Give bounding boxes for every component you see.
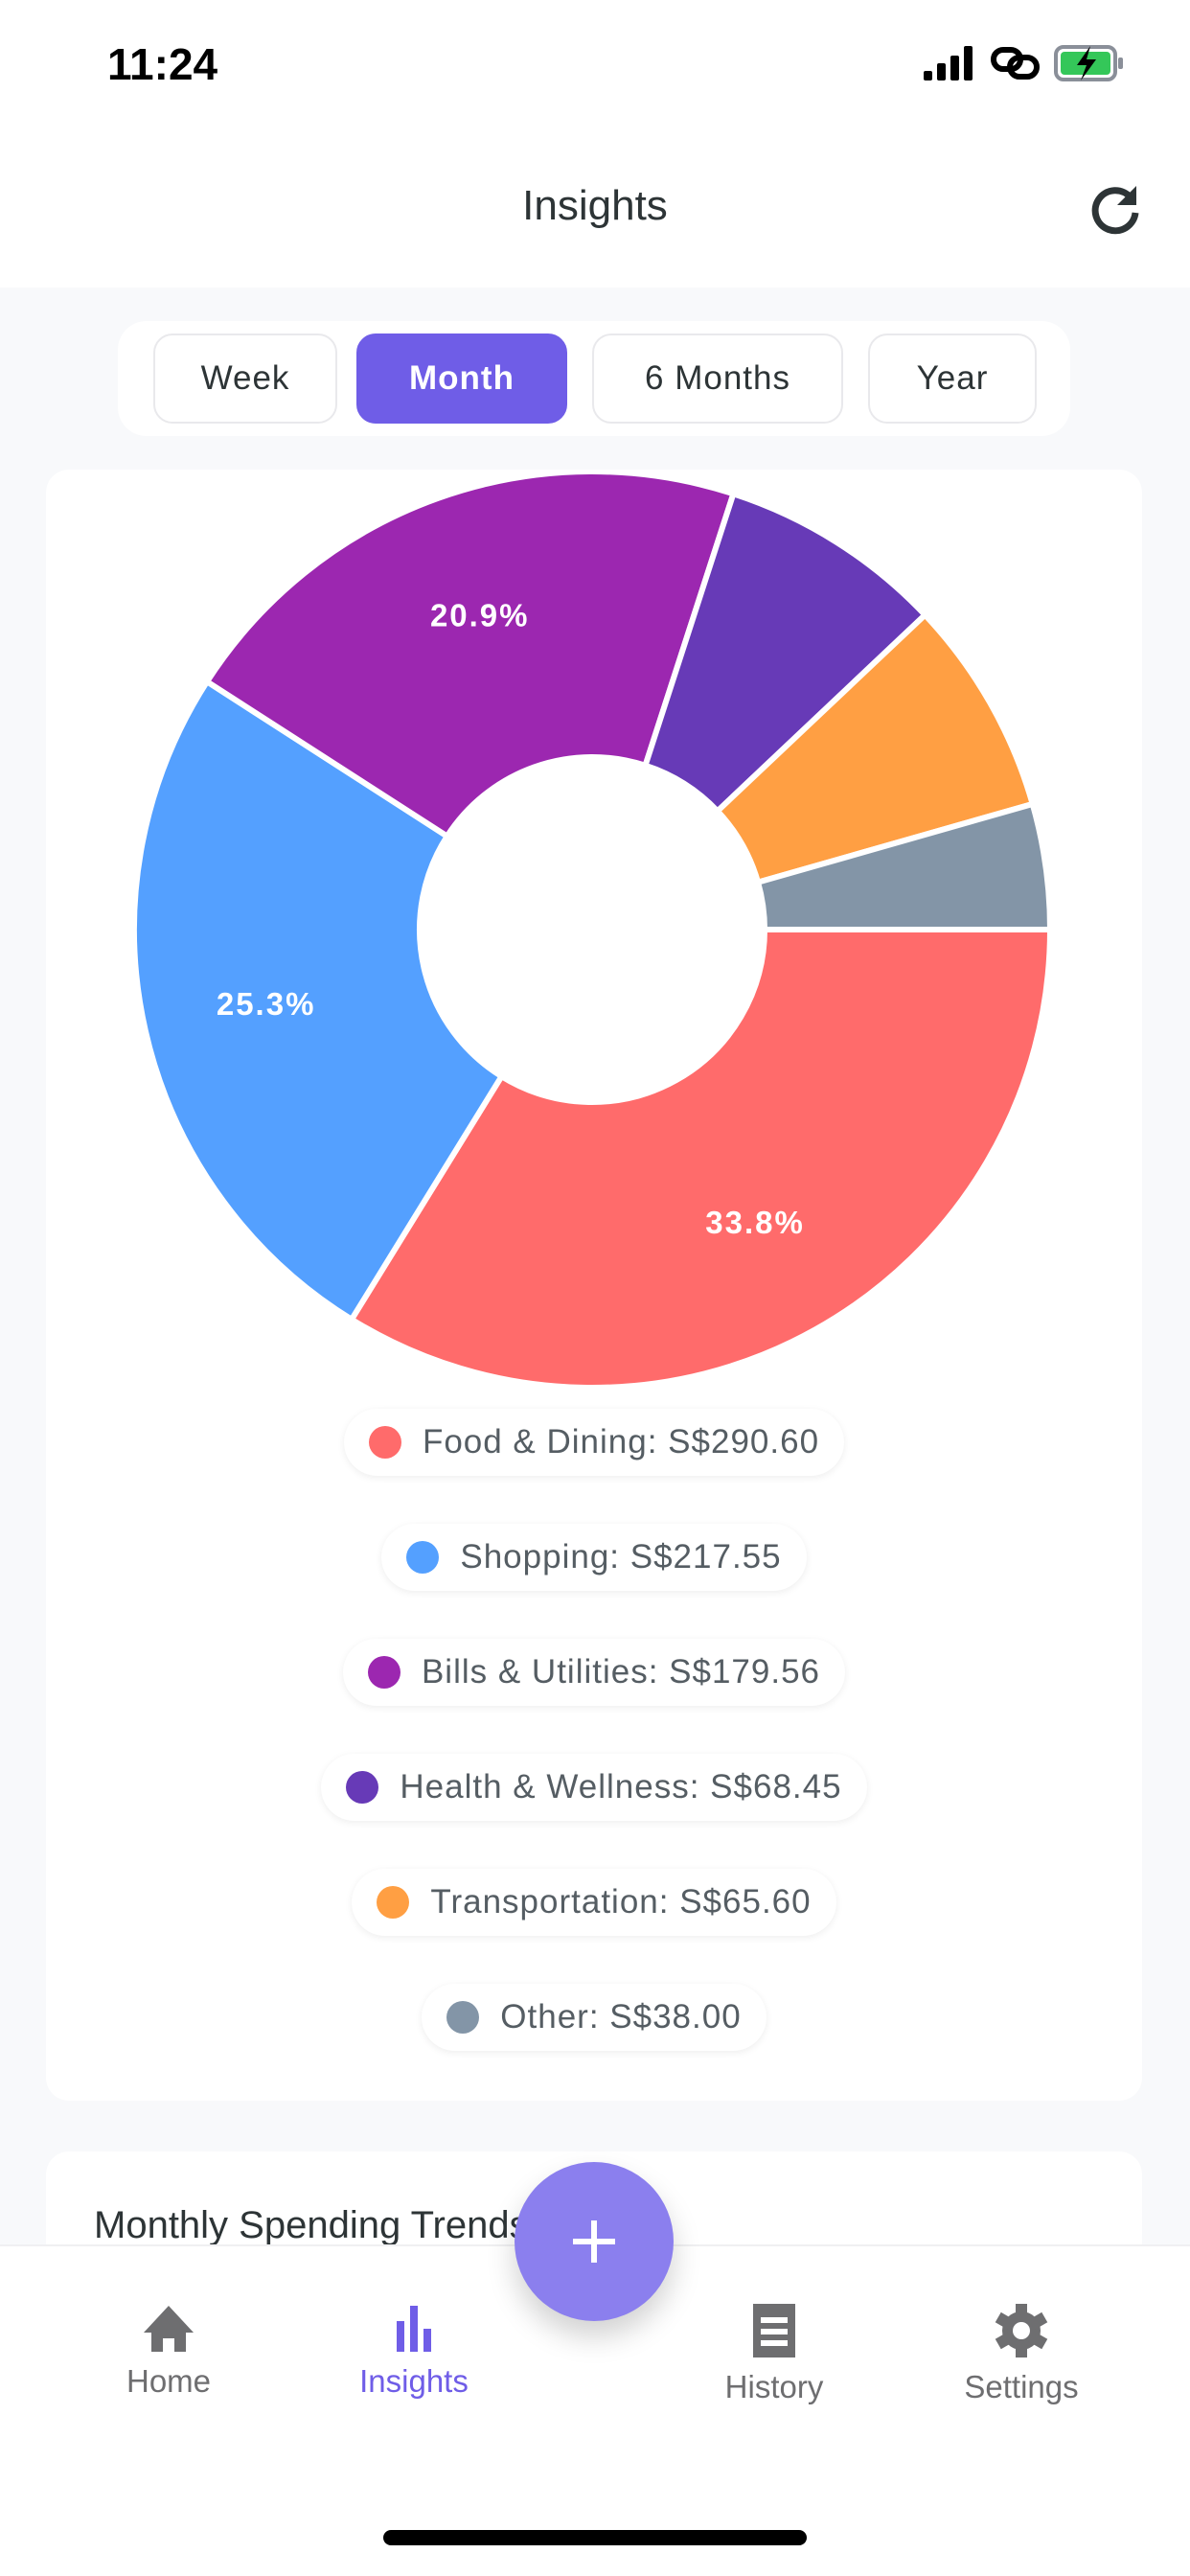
legend-pill: Health & Wellness: S$68.45: [321, 1754, 867, 1821]
legend-label: Other: S$38.00: [500, 1998, 742, 2036]
status-time: 11:24: [107, 39, 218, 89]
status-bar: 11:24: [0, 0, 1190, 144]
battery-charging-icon: [1054, 45, 1123, 81]
tab-label: Year: [916, 359, 989, 397]
legend-label: Bills & Utilities: S$179.56: [421, 1653, 821, 1690]
pie-slice[interactable]: [347, 927, 1054, 1390]
legend-color-dot: [406, 1541, 440, 1574]
slice-percent-label: 25.3%: [217, 986, 316, 1022]
legend-item: Health & Wellness: S$68.45: [46, 1754, 1142, 1821]
bar-chart-icon: [397, 2306, 431, 2352]
legend-color-dot: [368, 1426, 401, 1459]
period-selector: Week Month 6 Months Year: [118, 321, 1070, 436]
legend-color-dot: [346, 1771, 379, 1804]
tab-label: Week: [200, 359, 290, 397]
home-indicator: [383, 2530, 807, 2545]
legend-color-dot: [377, 1886, 410, 1919]
tab-label: Settings: [964, 2369, 1079, 2404]
tab-home[interactable]: Home: [73, 2304, 264, 2400]
legend-pill: Food & Dining: S$290.60: [343, 1409, 845, 1476]
home-icon: [144, 2306, 194, 2352]
legend-label: Health & Wellness: S$68.45: [400, 1768, 842, 1806]
add-transaction-button[interactable]: [515, 2162, 674, 2321]
pie-slice[interactable]: [131, 678, 506, 1323]
legend-item: Shopping: S$217.55: [46, 1524, 1142, 1591]
legend-item: Bills & Utilities: S$179.56: [46, 1639, 1142, 1706]
pie-slice[interactable]: [202, 470, 738, 840]
legend-label: Shopping: S$217.55: [460, 1538, 782, 1576]
pie-slice[interactable]: [754, 800, 1054, 932]
tab-label: History: [724, 2369, 824, 2404]
legend-pill: Shopping: S$217.55: [381, 1524, 807, 1591]
tab-insights[interactable]: Insights: [318, 2304, 510, 2400]
receipt-icon: [753, 2304, 795, 2358]
legend-color-dot: [446, 2001, 480, 2034]
gear-icon: [995, 2304, 1048, 2358]
link-icon: [991, 47, 1040, 80]
tab-week[interactable]: Week: [153, 334, 337, 424]
slice-percent-label: 33.8%: [705, 1205, 805, 1240]
legend-label: Transportation: S$65.60: [430, 1883, 812, 1920]
plus-icon: [573, 2220, 615, 2263]
tab-label: 6 Months: [645, 359, 790, 397]
trend-card-title: Monthly Spending Trends: [94, 2204, 529, 2246]
legend-pill: Transportation: S$65.60: [352, 1869, 836, 1936]
page-title: Insights: [522, 182, 668, 229]
legend-item: Other: S$38.00: [46, 1984, 1142, 2051]
spending-breakdown-card: 33.8% 25.3% 20.9% Food & Dining: S$290.60 S…: [46, 470, 1142, 2101]
pie-slice[interactable]: [641, 490, 929, 816]
legend-pill: Other: S$38.00: [422, 1984, 767, 2051]
tab-settings[interactable]: Settings: [926, 2304, 1117, 2405]
donut-chart: 33.8% 25.3% 20.9%: [131, 470, 1054, 1390]
header: Insights: [0, 144, 1190, 288]
signal-icon: [924, 46, 973, 80]
legend-item: Food & Dining: S$290.60: [46, 1409, 1142, 1476]
tab-6-months[interactable]: 6 Months: [592, 334, 843, 424]
tab-label: Home: [126, 2363, 212, 2399]
legend-color-dot: [367, 1656, 400, 1689]
slice-percent-label: 20.9%: [430, 597, 530, 632]
tab-month[interactable]: Month: [356, 334, 567, 424]
refresh-icon[interactable]: [1087, 180, 1144, 238]
legend-label: Food & Dining: S$290.60: [422, 1423, 820, 1460]
tab-history[interactable]: History: [678, 2304, 870, 2405]
tab-year[interactable]: Year: [868, 334, 1037, 424]
legend-pill: Bills & Utilities: S$179.56: [342, 1639, 846, 1706]
pie-slice[interactable]: [713, 610, 1037, 886]
tab-label: Insights: [359, 2363, 469, 2399]
legend-item: Transportation: S$65.60: [46, 1869, 1142, 1936]
tab-label: Month: [409, 359, 515, 397]
